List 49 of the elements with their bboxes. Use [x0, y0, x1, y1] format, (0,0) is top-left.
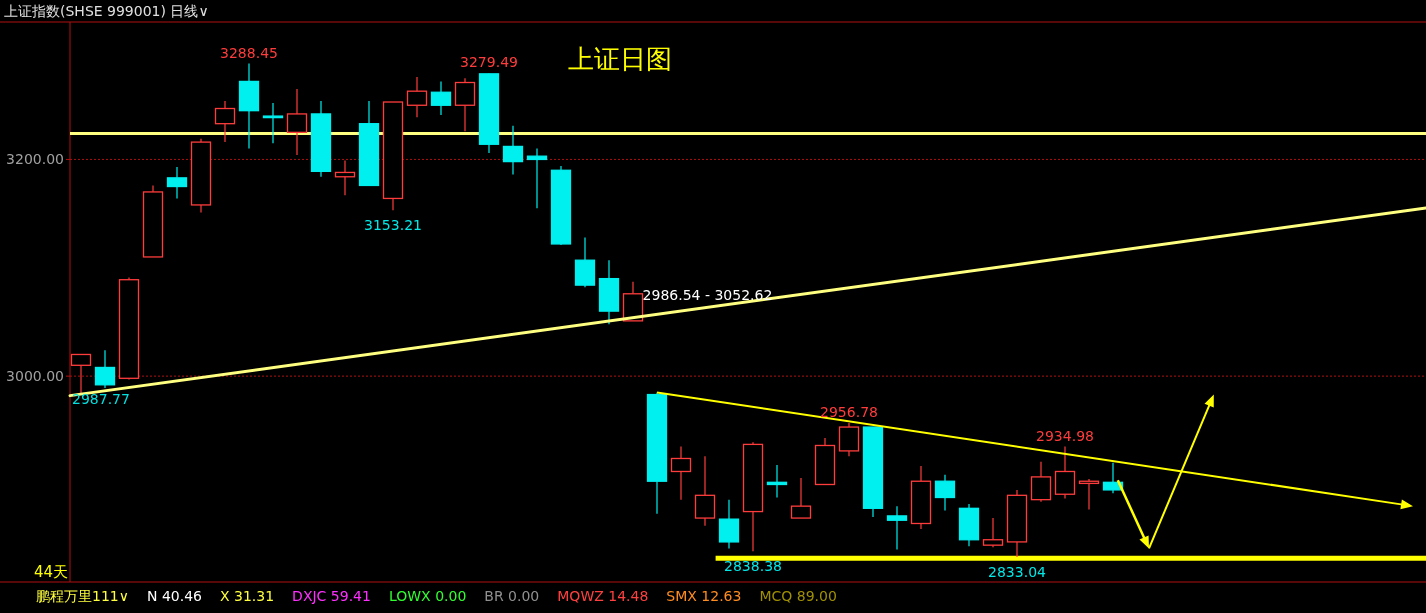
text: MQWZ 14.48: [557, 588, 649, 604]
candlestick: [262, 102, 284, 144]
candlestick: [838, 422, 860, 457]
annotation: 2986.54 - 3052.62: [642, 287, 773, 304]
candlestick: [1006, 489, 1028, 558]
candlestick: [598, 259, 620, 325]
chart-title: 上证指数(SHSE 999001) 日线∨: [4, 3, 209, 19]
candlestick: [454, 77, 476, 132]
y-tick-label: 3000.00: [6, 368, 64, 385]
candlestick: [286, 88, 308, 156]
candlestick: [958, 503, 980, 547]
text: X 31.31: [219, 588, 275, 604]
text: LOWX 0.00: [388, 588, 467, 604]
text: DXJC 59.41: [292, 588, 371, 604]
text: MCQ 89.00: [759, 588, 837, 604]
y-tick-label: 3200.00: [6, 151, 64, 168]
candlestick: [646, 391, 668, 515]
annotation: 2833.04: [988, 564, 1047, 581]
candlestick: [406, 76, 428, 118]
candlestick: [670, 445, 692, 501]
text: N 40.46: [146, 588, 203, 604]
annotation: 3288.45: [220, 44, 278, 61]
candlestick: [694, 455, 716, 527]
candlestick: [742, 441, 764, 552]
candlestick: [886, 505, 908, 551]
annotation: 上证日图: [568, 43, 673, 74]
text: 44天: [34, 563, 69, 581]
candlestick: [934, 474, 956, 512]
candlestick: [1030, 461, 1052, 503]
annotation: 2934.98: [1036, 427, 1094, 444]
candlestick: [310, 100, 332, 178]
text: 鹏程万里111∨: [36, 588, 129, 604]
text: BR 0.00: [484, 588, 540, 604]
candlestick: [166, 166, 188, 200]
text: SMX 12.63: [666, 588, 742, 604]
candlestick: [910, 465, 932, 530]
annotation: 2838.38: [724, 558, 782, 575]
candlestick: [1054, 445, 1076, 500]
annotation: 3153.21: [364, 217, 422, 234]
candlestick: [502, 125, 524, 176]
candlestick: [214, 100, 236, 143]
candlestick: [718, 499, 740, 550]
candlestick: [190, 138, 212, 214]
candlestick: [238, 63, 260, 150]
annotation: 2987.77: [72, 391, 130, 408]
candlestick: [430, 80, 452, 116]
annotation: 3279.49: [460, 54, 518, 71]
annotation: 2956.78: [820, 403, 878, 420]
candlestick: [94, 349, 116, 389]
